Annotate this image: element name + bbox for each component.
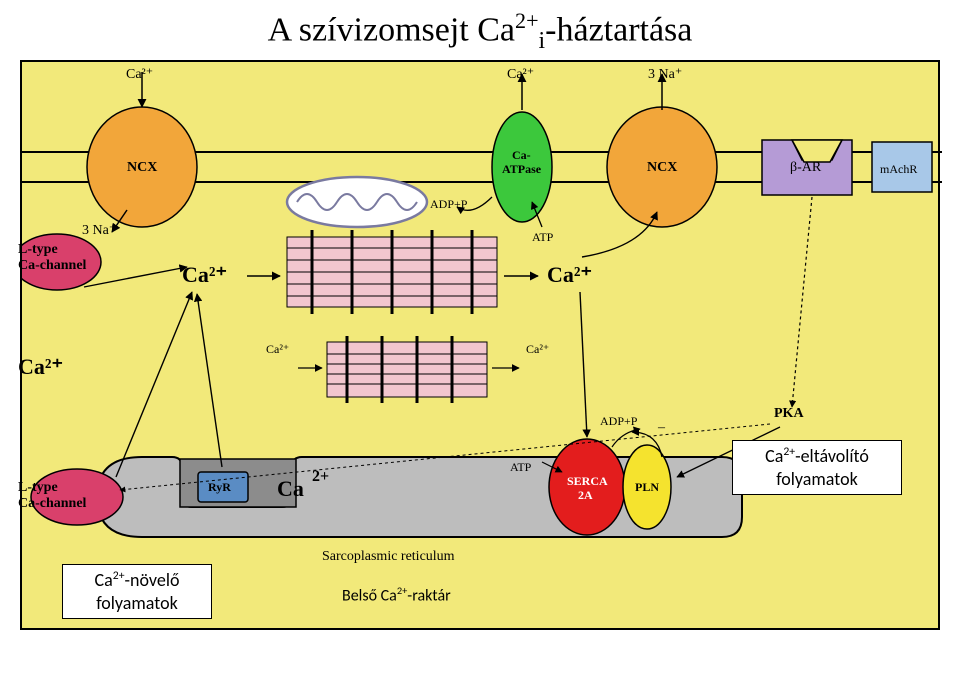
midbox-a: Belső Ca — [342, 586, 397, 605]
title-suffix: -háztartása — [545, 11, 692, 48]
rightbox-c: folyamatok — [776, 468, 858, 490]
title-super: 2+ — [515, 8, 539, 33]
serca-b: 2A — [578, 488, 593, 503]
na3-in: 3 Na⁺ — [82, 222, 116, 239]
ltype-a1: L-type — [18, 242, 58, 258]
midbox: Belső Ca2+-raktár — [342, 584, 451, 605]
atp-serca: ATP — [510, 460, 531, 475]
rightbox: Ca2+-eltávolító folyamatok — [732, 440, 902, 495]
midbox-b: -raktár — [407, 586, 450, 605]
minus-sign: – — [658, 420, 665, 436]
rightbox-b: -eltávolító — [795, 445, 869, 467]
ca-low-l: Ca²⁺ — [266, 342, 289, 357]
leftbox-a: Ca — [95, 569, 113, 591]
ltype-b1: Ca-channel — [18, 258, 86, 274]
na-top-right: 3 Na⁺ — [648, 66, 682, 83]
midbox-sup: 2+ — [397, 584, 407, 597]
ca-atpase-b: ATPase — [502, 162, 541, 177]
page-title: A szívizomsejt Ca2+i-háztartása — [0, 0, 960, 59]
atp-top: ATP — [532, 230, 553, 245]
machr-label: mAchR — [880, 162, 917, 177]
sr-label: Sarcoplasmic reticulum — [322, 549, 455, 565]
ca-atpase-a: Ca- — [512, 148, 531, 163]
diagram-canvas: Ca²⁺ Ca²⁺ 3 Na⁺ NCX NCX Ca- ATPase β-AR … — [20, 60, 940, 630]
ncx-right-label: NCX — [647, 160, 677, 176]
diagram-svg — [22, 62, 942, 632]
big-ca-right: Ca²⁺ — [547, 262, 592, 288]
pka-label: PKA — [774, 406, 804, 422]
leftbox: Ca2+-növelő folyamatok — [62, 564, 212, 619]
big-ca-sr: Ca — [277, 476, 304, 502]
rightbox-sup: 2+ — [783, 445, 795, 459]
big-ca-ext: Ca²⁺ — [18, 354, 63, 380]
leftbox-sup: 2+ — [113, 569, 125, 583]
ltype-b2: Ca-channel — [18, 496, 86, 512]
ca-top-left: Ca²⁺ — [126, 66, 153, 83]
myofilament-lower — [327, 336, 487, 403]
adp-serca: ADP+P — [600, 414, 637, 429]
ncx-left-label: NCX — [127, 160, 157, 176]
leftbox-c: folyamatok — [96, 592, 178, 614]
big-ca-left: Ca²⁺ — [182, 262, 227, 288]
twoplus-sr: 2+ — [312, 468, 329, 486]
myofilament-upper — [287, 230, 497, 314]
title-prefix: A szívizomsejt Ca — [268, 11, 515, 48]
ca-low-r: Ca²⁺ — [526, 342, 549, 357]
ca-top-mid: Ca²⁺ — [507, 66, 534, 83]
leftbox-b: -növelő — [125, 569, 180, 591]
pln-label: PLN — [635, 480, 659, 495]
beta-ar-label: β-AR — [790, 160, 821, 176]
rightbox-a: Ca — [765, 445, 783, 467]
ltype-a2: L-type — [18, 480, 58, 496]
adp-p-top: ADP+P — [430, 197, 467, 212]
serca-a: SERCA — [567, 474, 608, 489]
ryr-label: RyR — [208, 480, 231, 495]
